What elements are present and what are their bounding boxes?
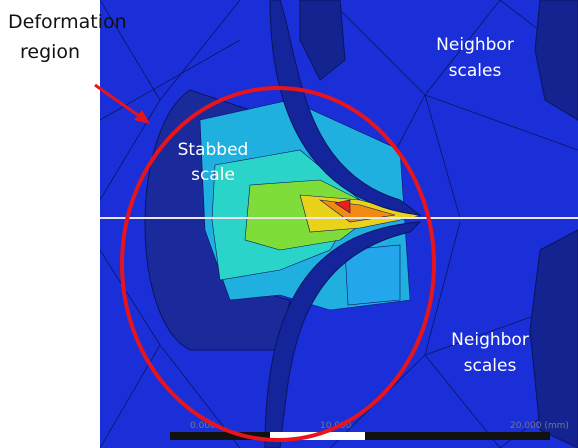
annotation: Neighbor: [451, 330, 529, 350]
annotation: region: [20, 41, 80, 63]
scale-label: 20.000 (mm): [510, 421, 569, 431]
simulation-view: 0.000 10.000 20.000 (mm): [100, 0, 578, 448]
figure: 0.000 10.000 20.000 (mm) Deformation reg…: [0, 0, 578, 448]
annotation: Stabbed: [178, 140, 249, 160]
annotation: Neighbor: [436, 35, 514, 55]
annotation: scale: [191, 165, 235, 185]
annotation: scales: [464, 356, 517, 376]
annotation: scales: [449, 61, 502, 81]
annotation: Deformation: [8, 11, 127, 33]
